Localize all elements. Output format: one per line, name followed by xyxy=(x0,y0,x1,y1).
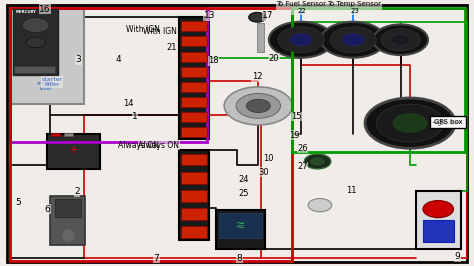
Bar xyxy=(181,172,207,184)
Text: starter
killer: starter killer xyxy=(42,77,63,88)
Text: 12: 12 xyxy=(252,72,262,81)
Text: 14: 14 xyxy=(123,99,133,108)
Text: To Fuel Sensor
22: To Fuel Sensor 22 xyxy=(276,2,327,14)
Text: 20: 20 xyxy=(269,54,279,63)
Circle shape xyxy=(330,27,376,53)
Bar xyxy=(47,134,100,169)
Circle shape xyxy=(308,198,332,212)
Text: MERCURY: MERCURY xyxy=(16,10,36,14)
Text: 7: 7 xyxy=(154,253,159,263)
Text: 10: 10 xyxy=(264,154,274,163)
Text: 16: 16 xyxy=(39,5,51,14)
Circle shape xyxy=(236,94,281,118)
Bar xyxy=(181,226,207,238)
Circle shape xyxy=(321,22,385,58)
Bar xyxy=(181,67,207,77)
Bar xyxy=(179,149,209,240)
Circle shape xyxy=(393,114,427,133)
Circle shape xyxy=(26,37,45,48)
Circle shape xyxy=(310,157,325,165)
Text: +: + xyxy=(70,144,77,155)
Bar xyxy=(181,36,207,47)
Text: starter
killer: starter killer xyxy=(37,81,55,92)
Circle shape xyxy=(391,34,410,45)
Circle shape xyxy=(269,22,333,58)
Text: 5: 5 xyxy=(15,198,21,207)
Circle shape xyxy=(22,18,49,33)
Bar xyxy=(423,220,454,242)
Circle shape xyxy=(376,104,444,142)
Text: Always ON: Always ON xyxy=(138,141,179,150)
Bar xyxy=(181,127,207,138)
Text: 26: 26 xyxy=(297,144,308,153)
Bar xyxy=(181,52,207,62)
Bar xyxy=(51,133,60,136)
Bar xyxy=(181,153,207,165)
Circle shape xyxy=(381,29,420,51)
Circle shape xyxy=(342,34,365,46)
Text: 18: 18 xyxy=(208,56,219,65)
Bar xyxy=(181,190,207,202)
Text: Always ON: Always ON xyxy=(118,141,159,150)
Circle shape xyxy=(249,13,266,22)
Text: 27: 27 xyxy=(297,162,308,171)
Text: 15: 15 xyxy=(291,112,301,121)
Bar xyxy=(216,210,265,249)
Bar xyxy=(11,9,84,104)
Circle shape xyxy=(423,201,454,218)
Text: 3: 3 xyxy=(75,55,81,64)
Text: GPS box: GPS box xyxy=(435,120,461,125)
Text: 1: 1 xyxy=(132,112,138,121)
Bar xyxy=(13,9,58,76)
Circle shape xyxy=(224,87,292,125)
Circle shape xyxy=(278,27,324,53)
Bar xyxy=(50,196,85,245)
Text: 25: 25 xyxy=(238,189,248,198)
Circle shape xyxy=(304,154,331,169)
Bar xyxy=(179,17,209,139)
Text: 6: 6 xyxy=(45,205,50,214)
Circle shape xyxy=(290,34,312,46)
Bar xyxy=(181,112,207,122)
Text: 21: 21 xyxy=(166,43,177,52)
Text: 13: 13 xyxy=(204,11,215,20)
Bar xyxy=(14,66,55,73)
Text: 4: 4 xyxy=(116,55,121,64)
Text: ≋: ≋ xyxy=(236,221,245,231)
Bar xyxy=(257,23,264,52)
Bar xyxy=(181,21,207,31)
Bar xyxy=(55,198,81,217)
Text: 19: 19 xyxy=(289,131,299,139)
Text: 2: 2 xyxy=(74,188,80,196)
Bar xyxy=(430,117,466,128)
Text: 11: 11 xyxy=(346,186,357,195)
Bar xyxy=(64,133,73,136)
Text: 17: 17 xyxy=(262,11,273,20)
Circle shape xyxy=(373,24,428,55)
Bar xyxy=(181,97,207,107)
Text: 9: 9 xyxy=(455,252,460,261)
Text: 24: 24 xyxy=(238,176,248,185)
Text: 8: 8 xyxy=(237,253,242,263)
Text: GPS box: GPS box xyxy=(434,119,462,125)
Bar xyxy=(181,208,207,220)
Circle shape xyxy=(246,99,270,113)
Bar xyxy=(181,82,207,92)
Bar xyxy=(416,190,461,249)
Text: With IGN: With IGN xyxy=(127,25,160,34)
Text: With IGN: With IGN xyxy=(143,27,177,36)
Bar xyxy=(219,213,262,238)
Circle shape xyxy=(365,98,455,148)
Text: 30: 30 xyxy=(259,168,269,177)
Text: To Temp Sensor
23: To Temp Sensor 23 xyxy=(328,2,382,14)
